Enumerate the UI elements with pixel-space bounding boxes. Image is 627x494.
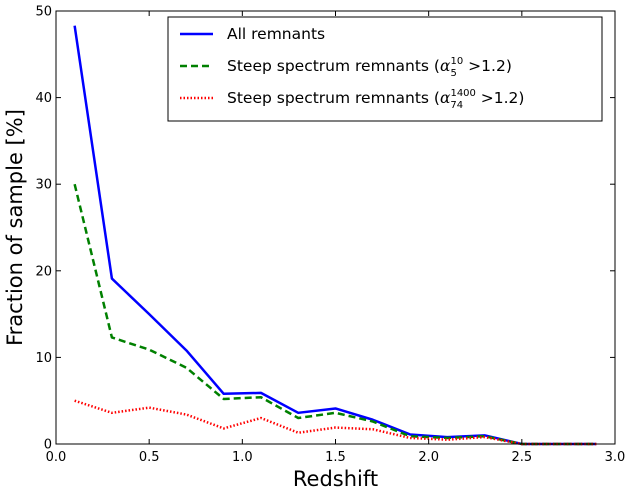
y-tick-label: 30 — [35, 178, 52, 193]
legend-math-superscript: 1400 — [450, 88, 475, 99]
x-tick-label: 1.0 — [232, 450, 253, 465]
x-tick-label: 1.5 — [325, 450, 346, 465]
x-tick-label: 0.0 — [46, 450, 67, 465]
legend-label-0: All remnants — [227, 25, 325, 43]
x-tick-label: 3.0 — [605, 450, 626, 465]
series-line-2 — [74, 399, 597, 446]
y-axis-title: Fraction of sample [%] — [3, 109, 27, 346]
y-tick-label: 50 — [35, 5, 52, 20]
tick-layer: 0.0 0.5 1.0 1.5 2.0 2.5 3.0 0 10 20 30 40 50 — [35, 5, 625, 466]
y-tick-label: 10 — [35, 351, 52, 366]
legend-math-superscript: 10 — [450, 56, 463, 67]
legend-open-paren: ( — [429, 57, 440, 75]
y-tick-label: 0 — [44, 438, 52, 453]
x-tick-label: 2.0 — [418, 450, 439, 465]
legend-series-name: Steep spectrum remnants — [227, 57, 429, 75]
legend-series-name: Steep spectrum remnants — [227, 89, 429, 107]
legend-math-subscript: 74 — [450, 100, 463, 111]
x-tick-label: 2.5 — [511, 450, 532, 465]
x-tick-label: 0.5 — [139, 450, 160, 465]
y-tick-label: 40 — [35, 91, 52, 106]
legend-label-1: Steep spectrum remnants (α10 5 >1.2) — [227, 56, 512, 79]
legend-series-name: All remnants — [227, 25, 325, 43]
series-layer — [73, 25, 597, 446]
legend-math-subscript: 5 — [450, 68, 456, 79]
legend-math-symbol: α — [440, 89, 451, 107]
legend-open-paren: ( — [429, 89, 440, 107]
legend-box — [167, 16, 603, 122]
plot-frame — [55, 10, 616, 445]
series-line-1 — [73, 183, 597, 446]
y-tick-label: 20 — [35, 264, 52, 279]
legend-math-relation: >1.2) — [476, 89, 525, 107]
legend-math-symbol: α — [440, 57, 451, 75]
legend-math-relation: >1.2) — [463, 57, 512, 75]
legend-label-2: Steep spectrum remnants (α1400 74 >1.2) — [227, 88, 524, 111]
x-axis-title: Redshift — [293, 467, 378, 491]
series-line-0 — [73, 25, 597, 446]
